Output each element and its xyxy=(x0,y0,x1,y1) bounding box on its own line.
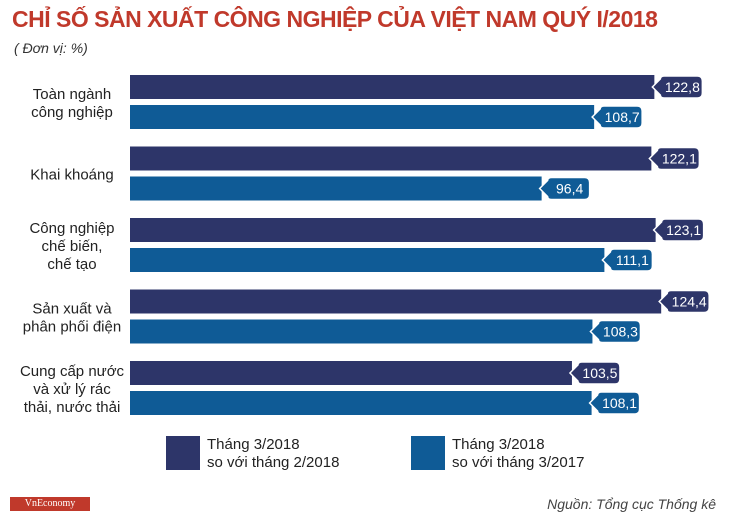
value-badge xyxy=(591,105,643,129)
value-badge xyxy=(589,319,642,344)
bar xyxy=(130,319,593,344)
bar xyxy=(130,289,662,314)
legend-label: so với tháng 3/2017 xyxy=(452,454,584,471)
category-label: Khai khoáng xyxy=(30,167,113,184)
data-label: 108,3 xyxy=(603,324,638,340)
legend-label: Tháng 3/2018 xyxy=(207,436,300,453)
value-badge xyxy=(588,391,641,415)
category-label: Cung cấp nước xyxy=(20,363,125,380)
source-note: Nguồn: Tổng cục Thống kê xyxy=(547,496,716,512)
legend-swatch xyxy=(166,436,200,470)
chart-title: CHỈ SỐ SẢN XUẤT CÔNG NGHIỆP CỦA VIỆT NAM… xyxy=(12,6,658,32)
bars: 122,8 108,7 122,1 96,4 123,1 111,1 124,4 108,3 1… xyxy=(130,75,710,415)
legend-label: Tháng 3/2018 xyxy=(452,436,545,453)
data-label: 122,1 xyxy=(662,151,697,167)
data-label: 108,1 xyxy=(602,395,637,411)
legend-swatch xyxy=(411,436,445,470)
legend-label: so với tháng 2/2018 xyxy=(207,454,339,471)
data-label: 124,4 xyxy=(672,294,707,310)
bar xyxy=(130,176,542,201)
category-label: Sản xuất và xyxy=(32,301,112,318)
value-badge xyxy=(651,75,704,99)
value-badge xyxy=(601,248,654,272)
unit-label: ( Đơn vị: %) xyxy=(14,40,88,56)
value-badge xyxy=(652,218,705,242)
value-badge xyxy=(538,176,591,201)
category-label: và xử lý rác xyxy=(33,381,111,398)
data-label: 103,5 xyxy=(582,365,617,381)
category-label: công nghiệp xyxy=(31,104,113,121)
category-label: phân phối điện xyxy=(23,319,121,336)
category-label: chế biến, xyxy=(42,238,103,255)
value-badge xyxy=(568,361,621,385)
category-label: Công nghiệp xyxy=(29,220,114,237)
data-label: 96,4 xyxy=(556,181,583,197)
data-label: 111,1 xyxy=(616,252,649,268)
data-label: 122,8 xyxy=(665,79,700,95)
logo: VnEconomy xyxy=(10,497,90,511)
bar xyxy=(130,361,572,385)
data-label: 108,7 xyxy=(605,109,640,125)
bar xyxy=(130,248,605,272)
bar xyxy=(130,391,592,415)
category-label: Toàn ngành xyxy=(33,86,111,103)
value-badge xyxy=(648,146,701,171)
bar xyxy=(130,218,656,242)
category-label: thải, nước thải xyxy=(24,399,121,416)
data-label: 123,1 xyxy=(666,222,701,238)
value-badge xyxy=(658,289,710,314)
bar xyxy=(130,146,652,171)
bar xyxy=(130,105,595,129)
bar xyxy=(130,75,655,99)
category-label: chế tạo xyxy=(47,256,96,273)
